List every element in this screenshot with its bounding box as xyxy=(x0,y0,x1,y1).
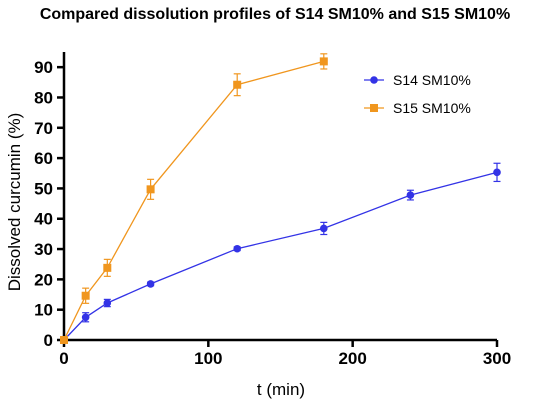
x-tick-label: 0 xyxy=(59,349,68,368)
series-line xyxy=(63,171,498,341)
legend-label: S15 SM10% xyxy=(393,100,471,116)
data-point xyxy=(103,299,112,307)
legend-marker xyxy=(370,76,378,84)
y-tick-label: 90 xyxy=(34,58,53,77)
y-tick-label: 50 xyxy=(34,179,53,198)
data-point xyxy=(406,191,415,199)
data-point xyxy=(60,336,68,344)
data-point xyxy=(233,80,242,89)
y-tick-label: 70 xyxy=(34,119,53,138)
axes: 0 100 200 300 0 10 20 30 40 50 60 70 80 90 xyxy=(34,52,511,368)
y-tick-label: 80 xyxy=(34,88,53,107)
y-tick-label: 10 xyxy=(34,301,53,320)
x-axis-label: t (min) xyxy=(257,380,305,399)
data-point xyxy=(233,244,241,253)
data-point xyxy=(81,313,90,322)
chart-title: Compared dissolution profiles of S14 SM1… xyxy=(40,6,510,23)
data-point xyxy=(493,168,501,177)
data-point xyxy=(319,57,328,66)
x-tick-label: 200 xyxy=(338,349,366,368)
legend-item: S15 SM10% xyxy=(364,100,471,116)
data-point xyxy=(146,185,155,194)
x-tick-label: 100 xyxy=(194,349,222,368)
series-layer xyxy=(60,53,501,344)
data-point xyxy=(320,224,328,233)
y-tick-label: 20 xyxy=(34,270,53,289)
data-point xyxy=(81,291,90,300)
y-axis-label: Dissolved curcumin (%) xyxy=(5,113,24,292)
y-tick-label: 0 xyxy=(44,331,53,350)
y-tick-label: 30 xyxy=(34,240,53,259)
legend-item: S14 SM10% xyxy=(364,72,471,88)
series-line xyxy=(63,60,324,341)
data-point xyxy=(103,263,112,272)
y-tick-label: 60 xyxy=(34,149,53,168)
legend-marker xyxy=(370,104,378,112)
legend-label: S14 SM10% xyxy=(393,72,471,88)
series-2 xyxy=(60,53,328,344)
x-tick-label: 300 xyxy=(483,349,511,368)
y-tick-label: 40 xyxy=(34,210,53,229)
legend: S14 SM10% S15 SM10% xyxy=(364,72,471,116)
data-point xyxy=(146,280,155,288)
series-1 xyxy=(60,162,501,344)
